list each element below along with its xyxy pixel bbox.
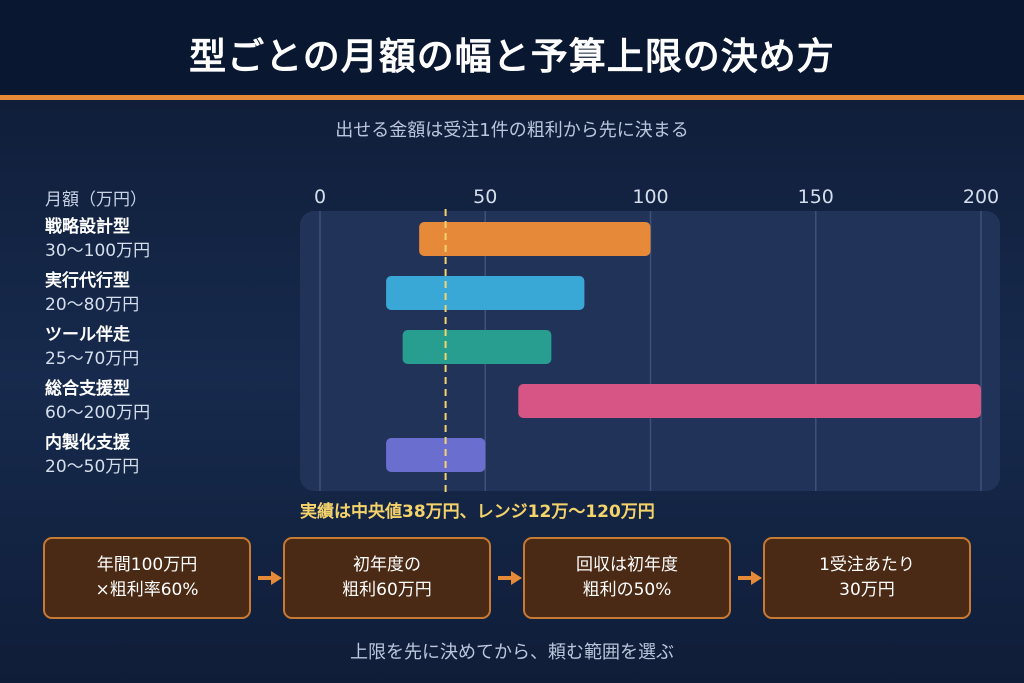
x-tick-label: 50	[473, 186, 497, 208]
range-bar	[518, 384, 981, 418]
category-range: 30〜100万円	[45, 241, 151, 261]
step-4-line-2: 30万円	[839, 580, 895, 600]
step-4-line-1: 1受注あたり	[819, 555, 915, 575]
category-range: 60〜200万円	[45, 403, 151, 423]
category-name: 総合支援型	[45, 379, 130, 399]
range-bar	[386, 438, 486, 472]
category-label: 総合支援型 60〜200万円	[45, 377, 285, 425]
step-box-1: 年間100万円 ×粗利率60%	[43, 537, 251, 619]
category-name: 戦略設計型	[45, 217, 130, 237]
header-band	[0, 0, 1024, 96]
category-name: ツール伴走	[45, 325, 130, 345]
budget-steps: 年間100万円 ×粗利率60% 初年度の 粗利60万円 回収は初年度 粗利の50…	[43, 537, 983, 621]
step-1-line-2: ×粗利率60%	[95, 580, 199, 600]
arrow-right-icon	[738, 571, 762, 585]
step-box-4: 1受注あたり 30万円	[763, 537, 971, 619]
step-1-line-1: 年間100万円	[96, 555, 198, 575]
step-3-line-2: 粗利の50%	[582, 580, 672, 600]
category-range: 20〜80万円	[45, 295, 140, 315]
page-title: 型ごとの月額の幅と予算上限の決め方	[189, 35, 835, 78]
category-label: 実行代行型 20〜80万円	[45, 269, 285, 317]
x-tick-label: 150	[798, 186, 834, 208]
category-range: 25〜70万円	[45, 349, 140, 369]
x-tick-label: 0	[314, 186, 326, 208]
category-name: 内製化支援	[45, 433, 130, 453]
step-box-3: 回収は初年度 粗利の50%	[523, 537, 731, 619]
page-subtitle: 出せる金額は受注1件の粗利から先に決まる	[335, 120, 689, 141]
step-2-line-1: 初年度の	[353, 555, 421, 575]
arrow-right-icon	[498, 571, 522, 585]
x-tick-label: 100	[632, 186, 668, 208]
step-3-line-1: 回収は初年度	[576, 555, 678, 575]
category-label: 内製化支援 20〜50万円	[45, 431, 285, 479]
range-bar	[402, 330, 552, 364]
arrow-right-icon	[258, 571, 282, 585]
reference-annotation: 実績は中央値38万円、レンジ12万〜120万円	[300, 502, 655, 522]
step-2-line-2: 粗利60万円	[342, 580, 432, 600]
accent-divider	[0, 95, 1024, 100]
axis-unit-label: 月額（万円）	[45, 190, 147, 210]
category-range: 20〜50万円	[45, 457, 140, 477]
category-name: 実行代行型	[45, 271, 130, 291]
range-bar	[386, 276, 585, 310]
category-label: 戦略設計型 30〜100万円	[45, 215, 285, 263]
footer-caption: 上限を先に決めてから、頼む範囲を選ぶ	[350, 642, 674, 663]
x-tick-label: 200	[963, 186, 999, 208]
category-label: ツール伴走 25〜70万円	[45, 323, 285, 371]
range-bar	[419, 222, 651, 256]
step-box-2: 初年度の 粗利60万円	[283, 537, 491, 619]
